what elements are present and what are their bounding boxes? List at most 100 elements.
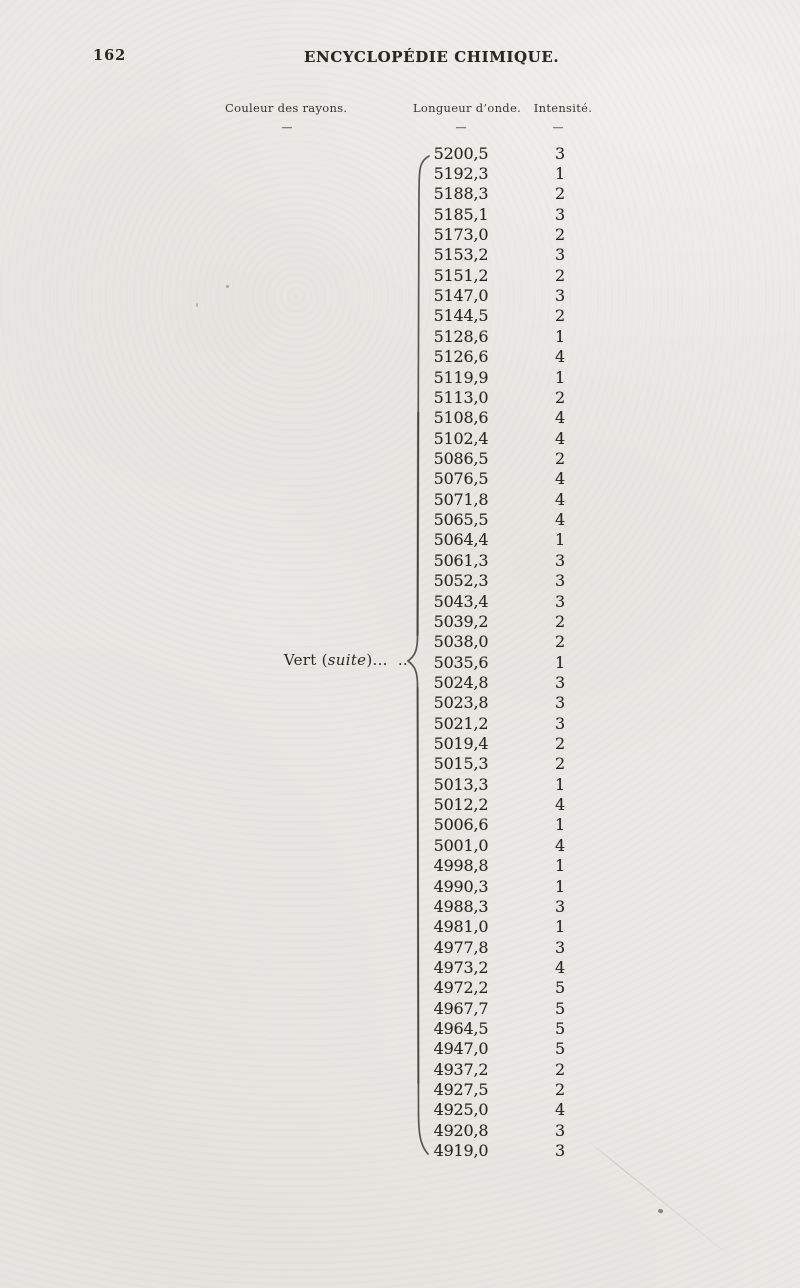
intensity-value: 2	[555, 448, 565, 468]
row-group-label: Vert (suite)... ..	[168, 651, 408, 669]
intensity-value: 3	[555, 713, 565, 733]
wavelength-value: 5188,3	[433, 184, 489, 204]
wavelength-value: 4988,3	[433, 896, 489, 916]
row-group-label-prefix: Vert (	[283, 651, 328, 669]
wavelength-value: 5052,3	[433, 571, 489, 591]
intensity-value: 4	[555, 428, 565, 448]
intensity-value: 4	[555, 1100, 565, 1120]
intensity-value: 5	[555, 998, 565, 1018]
intensity-value: 2	[555, 1080, 565, 1100]
table-row: 4947,0 5	[0, 1039, 800, 1059]
intensity-value: 1	[555, 876, 565, 896]
wavelength-value: 5039,2	[433, 611, 489, 631]
wavelength-value: 5064,4	[433, 530, 489, 550]
wavelength-value: 5185,1	[433, 204, 489, 224]
intensity-value: 3	[555, 693, 565, 713]
table-row: 5013,3 1	[0, 775, 800, 795]
spectral-table-rows: 5200,5 3 5192,3 1 5188,3 2 5185,1 3 5173,0 2 5153,…	[0, 144, 800, 1162]
intensity-value: 1	[555, 774, 565, 794]
intensity-value: 1	[555, 815, 565, 835]
table-row: 4972,2 5	[0, 978, 800, 998]
column-header-longueur: Longueur d’onde.	[412, 101, 522, 115]
table-row: 4977,8 3	[0, 938, 800, 958]
table-row: 4964,5 5	[0, 1019, 800, 1039]
wavelength-value: 4972,2	[433, 978, 489, 998]
intensity-value: 2	[555, 734, 565, 754]
table-row: 5200,5 3	[0, 144, 800, 164]
wavelength-value: 4919,0	[433, 1141, 489, 1161]
wavelength-value: 5192,3	[433, 163, 489, 183]
page-number: 162	[93, 47, 127, 64]
wavelength-value: 5023,8	[433, 693, 489, 713]
wavelength-value: 5144,5	[433, 306, 489, 326]
intensity-value: 3	[555, 245, 565, 265]
intensity-value: 5	[555, 1019, 565, 1039]
intensity-value: 1	[555, 367, 565, 387]
intensity-value: 1	[555, 917, 565, 937]
intensity-value: 2	[555, 306, 565, 326]
table-row: 5192,3 1	[0, 164, 800, 184]
table-row: 5102,4 4	[0, 429, 800, 449]
intensity-value: 5	[555, 1039, 565, 1059]
intensity-value: 3	[555, 1141, 565, 1161]
wavelength-value: 5153,2	[433, 245, 489, 265]
group-brace	[406, 155, 430, 1155]
intensity-value: 3	[555, 937, 565, 957]
wavelength-value: 4973,2	[433, 957, 489, 977]
wavelength-value: 4990,3	[433, 876, 489, 896]
table-row: 5064,4 1	[0, 530, 800, 550]
table-row: 5052,3 3	[0, 571, 800, 591]
intensity-value: 2	[555, 184, 565, 204]
table-row: 5128,6 1	[0, 327, 800, 347]
intensity-value: 1	[555, 530, 565, 550]
table-row: 5015,3 2	[0, 754, 800, 774]
intensity-value: 3	[555, 550, 565, 570]
table-row: 5024,8 3	[0, 673, 800, 693]
wavelength-value: 5076,5	[433, 469, 489, 489]
wavelength-value: 4925,0	[433, 1100, 489, 1120]
column-dash: —	[455, 121, 467, 134]
running-title: ENCYCLOPÉDIE CHIMIQUE.	[304, 48, 560, 66]
intensity-value: 2	[555, 754, 565, 774]
table-row: 5023,8 3	[0, 693, 800, 713]
table-row: 5188,3 2	[0, 184, 800, 204]
wavelength-value: 4977,8	[433, 937, 489, 957]
wavelength-value: 5126,6	[433, 347, 489, 367]
wavelength-value: 5061,3	[433, 550, 489, 570]
paper-speck	[657, 1208, 664, 1214]
intensity-value: 2	[555, 1059, 565, 1079]
intensity-value: 4	[555, 835, 565, 855]
intensity-value: 2	[555, 632, 565, 652]
intensity-value: 2	[555, 611, 565, 631]
wavelength-value: 5015,3	[433, 754, 489, 774]
table-row: 5071,8 4	[0, 490, 800, 510]
table-row: 4967,7 5	[0, 999, 800, 1019]
wavelength-value: 5119,9	[433, 367, 489, 387]
table-row: 5012,2 4	[0, 795, 800, 815]
table-row: 4990,3 1	[0, 877, 800, 897]
row-group-label-italic: suite	[327, 651, 367, 669]
intensity-value: 4	[555, 489, 565, 509]
intensity-value: 4	[555, 957, 565, 977]
intensity-value: 2	[555, 387, 565, 407]
intensity-value: 4	[555, 347, 565, 367]
table-row: 5061,3 3	[0, 551, 800, 571]
wavelength-value: 5173,0	[433, 225, 489, 245]
intensity-value: 4	[555, 795, 565, 815]
intensity-value: 4	[555, 510, 565, 530]
table-row: 5019,4 2	[0, 734, 800, 754]
wavelength-value: 5200,5	[433, 143, 489, 163]
intensity-value: 5	[555, 978, 565, 998]
table-row: 4981,0 1	[0, 917, 800, 937]
wavelength-value: 5108,6	[433, 408, 489, 428]
intensity-value: 4	[555, 408, 565, 428]
table-row: 5021,2 3	[0, 714, 800, 734]
table-row: 5039,2 2	[0, 612, 800, 632]
wavelength-value: 5001,0	[433, 835, 489, 855]
intensity-value: 3	[555, 204, 565, 224]
table-row: 5151,2 2	[0, 266, 800, 286]
wavelength-value: 4967,7	[433, 998, 489, 1018]
intensity-value: 3	[555, 286, 565, 306]
intensity-value: 3	[555, 591, 565, 611]
